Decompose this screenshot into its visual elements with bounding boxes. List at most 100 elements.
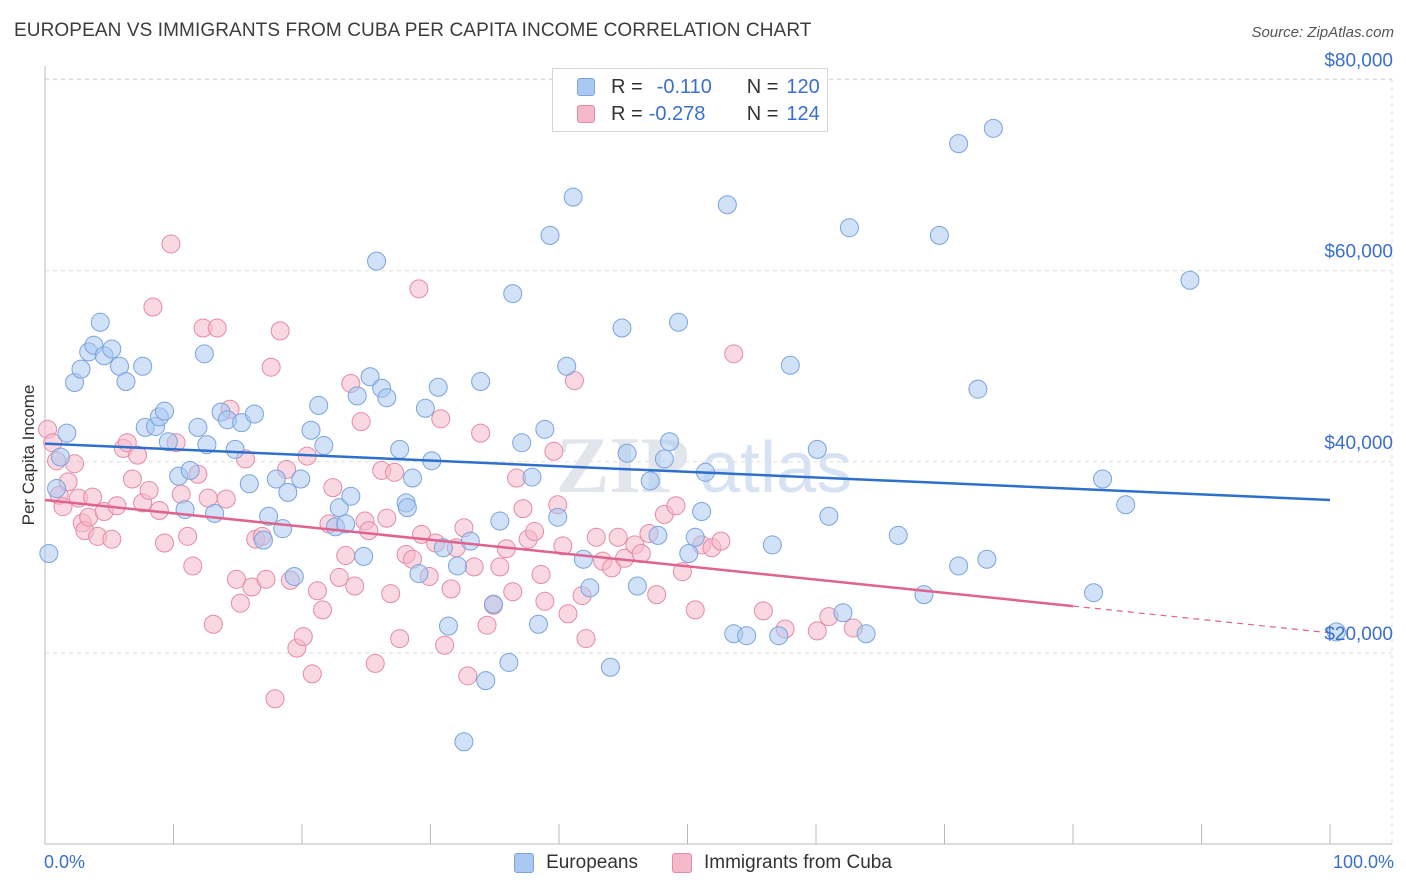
data-point	[888, 525, 908, 545]
data-point	[336, 514, 356, 534]
data-point	[647, 585, 667, 605]
data-point	[627, 576, 647, 596]
data-point	[612, 318, 632, 338]
data-point	[161, 234, 181, 254]
data-point	[512, 433, 532, 453]
data-point	[753, 601, 773, 621]
data-point	[329, 567, 349, 587]
data-point	[90, 312, 110, 332]
data-point	[490, 511, 510, 531]
data-point	[513, 499, 533, 519]
data-point	[1084, 583, 1104, 603]
trend-line-cuba	[44, 498, 1074, 608]
data-point	[692, 501, 712, 521]
data-point	[557, 356, 577, 376]
data-point	[464, 557, 484, 577]
data-point	[341, 486, 361, 506]
data-point	[409, 564, 429, 584]
data-point	[447, 556, 467, 576]
data-point	[57, 423, 77, 443]
data-point	[483, 594, 503, 614]
data-point	[225, 439, 245, 459]
data-point	[648, 525, 668, 545]
data-point	[1116, 495, 1136, 515]
data-point	[711, 531, 731, 551]
legend-r-value: -0.278	[648, 102, 706, 125]
data-point	[139, 480, 159, 500]
data-point	[724, 344, 744, 364]
data-point	[600, 657, 620, 677]
data-point	[428, 377, 448, 397]
data-point	[1093, 469, 1113, 489]
data-point	[261, 357, 281, 377]
data-point	[390, 439, 410, 459]
data-point	[178, 526, 198, 546]
legend-r-label: R =	[611, 102, 643, 125]
data-point	[205, 503, 225, 523]
data-point	[737, 626, 757, 646]
data-point	[102, 529, 122, 549]
data-point	[122, 469, 142, 489]
data-point	[717, 195, 737, 215]
data-point	[669, 312, 689, 332]
data-point	[155, 401, 175, 421]
x-tick-label-min: 0.0%	[44, 852, 86, 872]
data-point	[302, 664, 322, 684]
data-point	[128, 445, 148, 465]
data-point	[471, 423, 491, 443]
y-tick-label: $80,000	[1324, 51, 1393, 72]
data-point	[265, 689, 285, 709]
data-point	[116, 372, 136, 392]
y-tick-labels: $20,000 $40,000 $60,000 $80,000	[1324, 51, 1393, 645]
data-point	[377, 388, 397, 408]
data-point	[528, 614, 548, 634]
data-point	[685, 527, 705, 547]
data-point	[580, 578, 600, 598]
data-point	[762, 535, 782, 555]
data-point	[270, 321, 290, 341]
data-point	[531, 565, 551, 585]
data-point	[833, 603, 853, 623]
data-point	[313, 600, 333, 620]
data-point	[660, 432, 680, 452]
data-point	[71, 359, 91, 379]
data-point	[476, 671, 496, 691]
data-point	[278, 482, 298, 502]
data-point	[807, 621, 827, 641]
data-point	[780, 355, 800, 375]
series-europeans	[39, 118, 1346, 752]
data-point	[431, 409, 451, 429]
data-point	[307, 581, 327, 601]
legend-n-value: 120	[786, 75, 820, 98]
axes	[44, 66, 1392, 845]
data-point	[433, 538, 453, 558]
data-point	[617, 443, 637, 463]
data-point	[540, 225, 560, 245]
data-point	[188, 417, 208, 437]
trend-line-cuba-extrapolated	[1072, 605, 1331, 634]
data-point	[314, 436, 334, 456]
legend-swatch-europeans	[514, 853, 535, 873]
data-point	[397, 498, 417, 518]
data-point	[679, 544, 699, 564]
data-point	[367, 251, 387, 271]
legend-item-europeans: Europeans	[514, 852, 638, 874]
watermark: ZIP atlas	[556, 422, 852, 510]
legend-n-label: N =	[746, 102, 779, 125]
data-point	[819, 506, 839, 526]
data-point	[360, 367, 380, 387]
data-point	[503, 284, 523, 304]
data-point	[226, 569, 246, 589]
data-point	[323, 478, 343, 498]
data-point	[203, 614, 223, 634]
watermark-text: atlas	[700, 428, 852, 508]
data-point	[365, 653, 385, 673]
data-point	[284, 566, 304, 586]
data-point	[143, 297, 163, 317]
data-point	[309, 395, 329, 415]
data-point	[50, 447, 70, 467]
data-point	[381, 584, 401, 604]
trend-lines	[44, 442, 1331, 634]
data-point	[351, 412, 371, 432]
data-point	[503, 582, 523, 602]
